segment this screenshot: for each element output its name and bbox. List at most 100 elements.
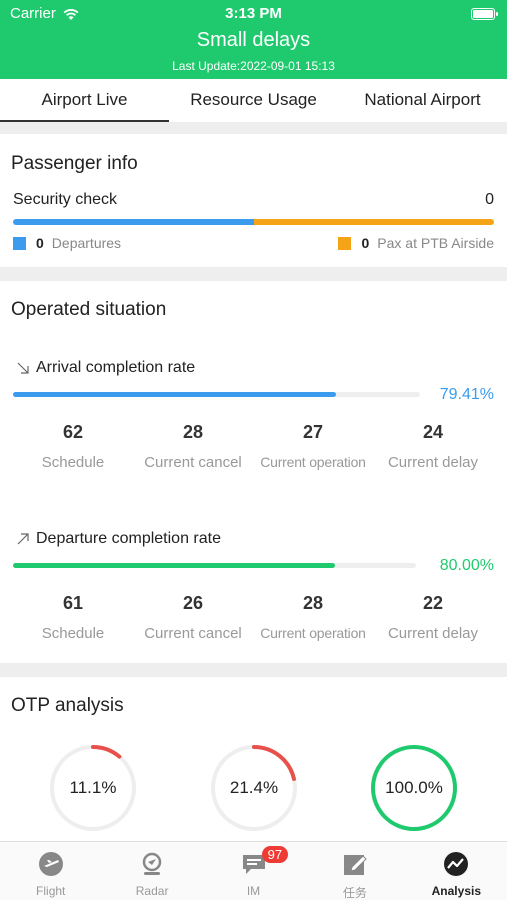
arrival-stat-delay: 24 Current delay bbox=[373, 422, 493, 471]
gauge-ring bbox=[211, 745, 297, 831]
otp-gauge-3: 100.0% bbox=[370, 744, 458, 832]
departures-legend: 0 Departures bbox=[13, 235, 121, 251]
last-update: Last Update:2022-09-01 15:13 bbox=[172, 59, 335, 73]
pax-value: 0 bbox=[361, 235, 370, 251]
nav-label: Analysis bbox=[431, 884, 481, 898]
im-unread-badge: 97 bbox=[261, 846, 289, 863]
nav-item-radar[interactable]: Radar bbox=[101, 842, 202, 900]
arrival-rate-track bbox=[13, 392, 420, 397]
security-check-value: 0 bbox=[485, 191, 494, 208]
departures-swatch bbox=[13, 236, 26, 250]
status-bar: Carrier 3:13 PM bbox=[0, 0, 507, 28]
bottom-nav: Flight Radar 97 IM 任务 Analysis bbox=[0, 841, 507, 900]
departure-rate-text: Departure completion rate bbox=[36, 530, 221, 547]
passenger-info-title: Passenger info bbox=[11, 153, 138, 174]
security-check-label: Security check bbox=[13, 191, 118, 208]
stat-value: 28 bbox=[302, 593, 324, 613]
gauge-arc bbox=[371, 745, 457, 831]
departure-stat-cancel: 26 Current cancel bbox=[133, 593, 253, 642]
departure-stat-schedule: 61 Schedule bbox=[13, 593, 133, 642]
nav-item-flight[interactable]: Flight bbox=[0, 842, 101, 900]
nav-item-im[interactable]: 97 IM bbox=[203, 842, 304, 900]
stat-label: Current operation bbox=[260, 625, 366, 641]
departure-stat-operation: 28 Current operation bbox=[253, 593, 373, 642]
arrival-rate-value: 79.41% bbox=[439, 386, 494, 403]
wifi-icon bbox=[63, 8, 79, 20]
stat-label: Current operation bbox=[260, 454, 366, 470]
gauge-ring bbox=[371, 745, 457, 831]
tab-resource-usage[interactable]: Resource Usage bbox=[190, 90, 317, 109]
departures-bar-segment bbox=[13, 219, 254, 225]
otp-gauge-1: 11.1% bbox=[49, 744, 137, 832]
departure-rate-label: Departure completion rate bbox=[16, 530, 221, 548]
arrival-rate-text: Arrival completion rate bbox=[36, 359, 196, 376]
departure-rate-value: 80.00% bbox=[439, 557, 494, 574]
operated-situation-card: Operated situation Arrival completion ra… bbox=[0, 281, 507, 663]
pax-label: Pax at PTB Airside bbox=[377, 235, 494, 251]
stat-label: Schedule bbox=[41, 454, 105, 471]
nav-label: IM bbox=[246, 884, 261, 898]
departure-rate-fill bbox=[13, 563, 336, 568]
stat-value: 22 bbox=[422, 593, 444, 613]
analysis-icon bbox=[444, 852, 469, 876]
arrival-stat-cancel: 28 Current cancel bbox=[133, 422, 253, 471]
stat-value: 62 bbox=[62, 422, 84, 442]
stat-value: 26 bbox=[182, 593, 204, 613]
departures-label: Departures bbox=[51, 235, 122, 251]
page-title: Small delays bbox=[196, 29, 311, 51]
radar-icon bbox=[142, 852, 162, 875]
arrival-stat-operation: 27 Current operation bbox=[253, 422, 373, 471]
nav-label: Radar bbox=[135, 884, 169, 898]
otp-analysis-title: OTP analysis bbox=[11, 695, 124, 716]
otp-gauge-2: 21.4% bbox=[210, 744, 298, 832]
gauge-ring bbox=[50, 745, 136, 831]
status-time: 3:13 PM bbox=[225, 5, 282, 22]
gauge-arc bbox=[211, 745, 297, 831]
carrier: Carrier bbox=[10, 5, 80, 22]
stat-label: Schedule bbox=[41, 625, 105, 642]
flight-icon bbox=[38, 852, 63, 876]
arrow-up-right-icon bbox=[17, 533, 29, 545]
otp-analysis-card: OTP analysis 11.1% 21.4% 100.0% bbox=[0, 677, 507, 842]
gauge-arc bbox=[50, 745, 136, 831]
arrival-rate-label: Arrival completion rate bbox=[16, 359, 195, 377]
nav-item-analysis[interactable]: Analysis bbox=[406, 842, 507, 900]
security-check-row: Security check 0 bbox=[13, 191, 494, 209]
gauge-value: 11.1% bbox=[69, 778, 117, 797]
arrival-stats: 62 Schedule 28 Current cancel 27 Current… bbox=[13, 422, 494, 471]
task-edit-icon bbox=[343, 855, 367, 875]
chat-icon bbox=[242, 855, 265, 874]
pax-swatch bbox=[338, 236, 352, 250]
departure-stat-delay: 22 Current delay bbox=[373, 593, 493, 642]
arrival-rate-fill bbox=[13, 392, 337, 397]
tab-national-airport[interactable]: National Airport bbox=[364, 90, 481, 109]
stat-label: Current delay bbox=[387, 625, 479, 642]
pax-bar-segment bbox=[253, 219, 494, 225]
pax-legend: 0 Pax at PTB Airside bbox=[338, 235, 494, 251]
security-split-bar bbox=[13, 219, 494, 225]
carrier-label: Carrier bbox=[10, 5, 56, 22]
stat-value: 24 bbox=[422, 422, 444, 442]
arrow-down-right-icon bbox=[17, 362, 29, 374]
app-header: Carrier 3:13 PM Small delays Last Update… bbox=[0, 0, 507, 79]
stat-value: 61 bbox=[62, 593, 84, 613]
nav-label: 任务 bbox=[342, 886, 367, 900]
stat-label: Current cancel bbox=[144, 454, 242, 471]
gauge-value: 21.4% bbox=[229, 778, 279, 797]
battery-icon bbox=[471, 8, 498, 20]
passenger-info-card: Passenger info Security check 0 bbox=[0, 134, 507, 267]
arrival-stat-schedule: 62 Schedule bbox=[13, 422, 133, 471]
stat-value: 28 bbox=[182, 422, 204, 442]
departure-stats: 61 Schedule 26 Current cancel 28 Current… bbox=[13, 593, 494, 642]
departure-rate-track bbox=[13, 563, 416, 568]
nav-item-task[interactable]: 任务 bbox=[304, 842, 405, 900]
stat-label: Current cancel bbox=[144, 625, 242, 642]
tab-bar: Airport Live Resource Usage National Air… bbox=[0, 79, 507, 122]
stat-value: 27 bbox=[302, 422, 324, 442]
nav-label: Flight bbox=[36, 884, 66, 898]
tab-airport-live[interactable]: Airport Live bbox=[0, 79, 169, 122]
stat-label: Current delay bbox=[387, 454, 479, 471]
departures-value: 0 bbox=[36, 235, 44, 251]
operated-situation-title: Operated situation bbox=[11, 299, 167, 320]
gauge-value: 100.0% bbox=[385, 778, 443, 797]
